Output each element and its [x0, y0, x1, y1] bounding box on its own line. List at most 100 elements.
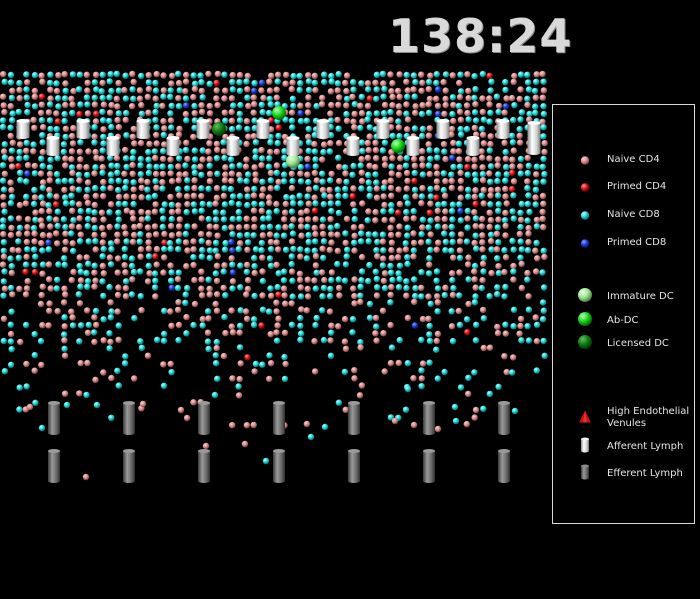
cell [305, 102, 312, 109]
cell [312, 238, 319, 245]
cell [237, 240, 244, 247]
cell [449, 270, 456, 277]
cell [15, 162, 22, 170]
cell [516, 230, 523, 238]
cell [182, 102, 190, 109]
cell [379, 70, 387, 78]
cell [77, 360, 84, 367]
cell [358, 80, 365, 87]
cell [77, 277, 85, 284]
cell [92, 376, 99, 383]
cell [327, 193, 334, 200]
cell [343, 178, 350, 186]
cell [16, 201, 24, 209]
cell [410, 247, 418, 254]
cell [275, 224, 282, 231]
cell [479, 108, 486, 116]
cell [396, 133, 403, 140]
cell [108, 87, 115, 95]
cell [275, 270, 282, 277]
cell [107, 171, 115, 178]
cell [289, 200, 297, 207]
cell [312, 216, 319, 223]
cell [130, 200, 137, 208]
cell [312, 321, 319, 329]
cell [396, 71, 403, 78]
cell [357, 292, 364, 299]
cell [281, 154, 288, 162]
cell [311, 140, 318, 148]
cell [288, 300, 295, 307]
cell [334, 222, 341, 230]
cell [525, 306, 533, 313]
cell [91, 338, 98, 346]
cell [312, 163, 319, 170]
legend-label: Efferent Lymph [607, 468, 683, 479]
cell [319, 178, 326, 185]
cell [326, 148, 334, 155]
cell [304, 193, 311, 200]
cell [1, 170, 9, 177]
cell [511, 72, 518, 80]
cell [115, 322, 123, 329]
cell [540, 284, 548, 291]
cell [175, 95, 182, 102]
cell [480, 315, 488, 322]
cell [456, 269, 463, 276]
cell [130, 148, 137, 156]
cell [211, 391, 219, 399]
cell [100, 133, 107, 141]
cell [229, 71, 236, 79]
cell [62, 87, 69, 95]
cell [16, 79, 23, 87]
cell [518, 260, 525, 268]
cell [113, 95, 121, 103]
cell [274, 78, 281, 85]
cell [46, 207, 53, 215]
cell [167, 110, 174, 117]
cell [433, 184, 441, 192]
cell [230, 102, 237, 109]
cell [365, 110, 373, 118]
cell [152, 293, 159, 300]
cell [161, 307, 168, 315]
cell [61, 390, 69, 397]
cell [349, 329, 356, 336]
cell [281, 292, 288, 299]
cell [533, 163, 541, 170]
cell [169, 72, 176, 80]
cell [366, 314, 374, 321]
cell [251, 254, 258, 262]
cell [510, 215, 517, 222]
cell [39, 132, 46, 139]
cell [113, 70, 121, 78]
cell [304, 133, 312, 140]
cell [273, 86, 280, 93]
cell [266, 155, 273, 162]
cell [312, 285, 319, 292]
cell [381, 284, 389, 292]
cell [539, 94, 546, 101]
cell [31, 186, 38, 194]
cell [516, 139, 524, 146]
cell [252, 360, 260, 368]
cell [404, 224, 411, 231]
cell [267, 262, 275, 269]
cell [161, 230, 168, 238]
cell [305, 178, 312, 186]
cell [108, 414, 115, 421]
cell [372, 314, 380, 322]
cell [456, 201, 463, 208]
cell [98, 224, 106, 232]
cell [1, 154, 9, 161]
lymph-vessel [496, 119, 510, 139]
cell [77, 268, 85, 275]
cell [433, 147, 441, 154]
cell [123, 207, 130, 214]
cell [374, 284, 381, 291]
cell [151, 223, 159, 230]
cell [539, 70, 546, 78]
cell [205, 276, 212, 283]
cell [8, 308, 15, 315]
cell [107, 240, 115, 247]
